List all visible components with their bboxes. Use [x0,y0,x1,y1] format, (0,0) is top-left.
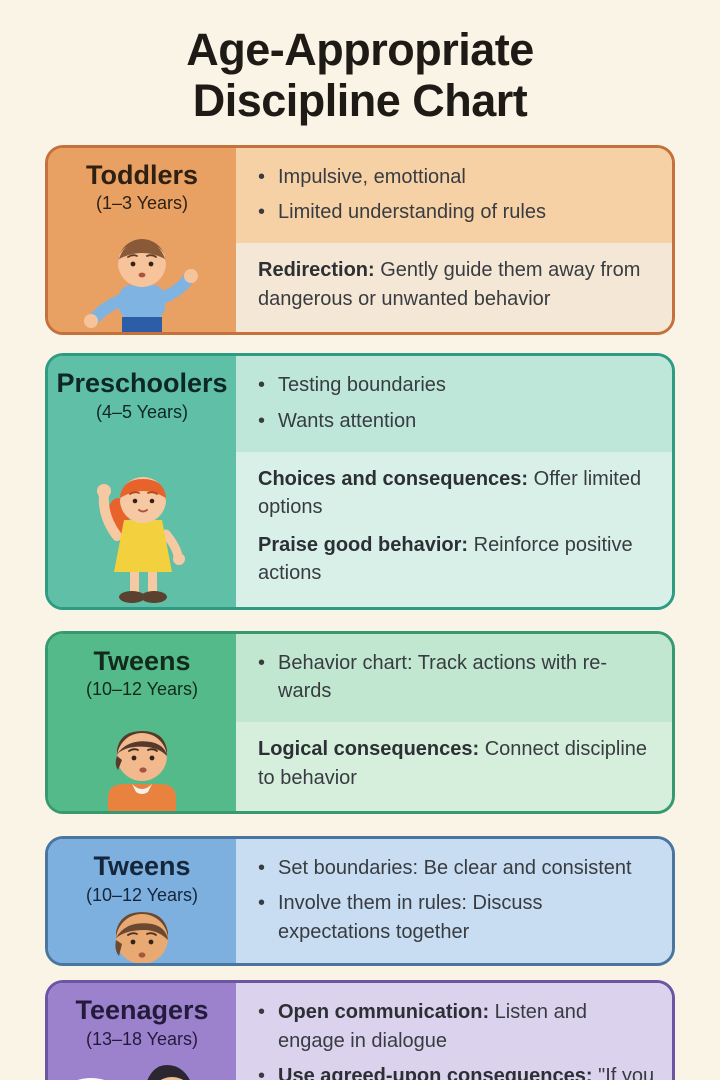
bullet-dot: • [258,892,266,915]
teen-girl-illustration [78,1065,190,1080]
traits-section: • Testing boundaries • Wants attention [236,356,672,452]
age-group-title: Preschoolers [56,368,228,399]
strategy-text: Reinforce positive actions [258,533,633,585]
age-group-title: Tweens [93,851,191,882]
age-group-card: Teenagers (13–18 Years) • Open communicat… [45,980,675,1080]
bullet-text: Wants attention [278,409,417,432]
traits-section: • Open communication: Listen and engage i… [236,983,672,1080]
strategy-section: Logical consequences: Connect discipline… [236,722,672,812]
bullet-dot: • [258,1001,266,1024]
poster-title: Age-Appropriate Discipline Chart [45,24,675,127]
strategy-text: Connect discipline to behavior [258,738,648,789]
strategy-bold-lead: Choices and consequences: [258,467,529,490]
age-group-card: Tweens (10–12 Years) • Set boundaries: Be… [45,836,675,967]
preschool-girl-illustration [97,476,185,603]
bullet-item: • Limited understanding of rules [258,198,656,226]
tween-boy-peek-illustration [115,912,168,964]
bullet-dot: • [258,200,266,223]
strategy-item: Praise good behavior: Reinforce positive… [258,531,656,588]
age-range-label: (10–12 Years) [85,884,199,905]
bullet-item: • Set boundaries: Be clear and consistent [258,854,656,882]
age-range-label: (4–5 Years) [95,401,189,422]
bullet-item: • Use agreed-upon consequences: "If you m… [258,1062,656,1080]
age-group-content: • Behavior chart: Track actions with re-w… [236,633,672,812]
bullet-text: Testing boundaries [278,374,446,397]
bullet-item: • Open communication: Listen and engage i… [258,998,656,1055]
strategy-item: Redirection: Gently guide them away from… [258,256,656,313]
age-range-label: (13–18 Years) [85,1028,199,1049]
strategy-text: Gently guide them away from dangerous or… [258,259,641,310]
age-group-label-panel: Toddlers (1–3 Years) [48,147,236,333]
age-group-content: • Testing boundaries • Wants attention Choi… [236,356,672,607]
traits-section: • Impulsive, emottional • Limited understan… [236,147,672,244]
poster-title-line1: Age-Appropriate [186,24,534,75]
bullet-dot: • [258,374,266,397]
bullet-text: Set boundaries: Be clear and consistent [278,857,632,880]
bullet-dot: • [258,165,266,188]
bullet-item: • Testing boundaries [258,371,656,399]
strategy-section: Redirection: Gently guide them away from… [236,243,672,333]
strategy-item: Choices and consequences: Offer limited … [258,465,656,522]
strategy-bold-lead: Praise good behavior: [258,533,469,556]
age-group-content: • Open communication: Listen and engage i… [236,983,672,1080]
age-group-content: • Impulsive, emottional • Limited understan… [236,147,672,333]
bullet-dot: • [258,651,266,674]
bullet-item: • Involve them in rules: Discuss expectat… [258,889,656,946]
bullet-bold-lead: Open communication: [278,1001,490,1024]
strategy-bold-lead: Redirection: [258,259,375,282]
bullet-item: • Wants attention [258,407,656,435]
age-group-label-panel: Preschoolers (4–5 Years) [48,356,236,607]
bullet-text: Behavior chart: Track actions with re-wa… [278,651,608,702]
age-group-title: Teenagers [75,995,209,1026]
traits-section: • Set boundaries: Be clear and consistent… [236,839,672,964]
bullet-item: • Behavior chart: Track actions with re-w… [258,649,656,706]
strategy-text: Offer limited options [258,467,642,519]
bullet-dot: • [258,409,266,432]
age-group-card: Tweens (10–12 Years) • Behavior chart: Tr… [45,630,675,815]
age-group-title: Tweens [93,645,191,676]
poster-title-line2: Discipline Chart [192,75,528,127]
age-group-label-panel: Teenagers (13–18 Years) [48,983,236,1080]
strategy-bold-lead: Logical consequences: [258,738,480,761]
bullet-dot: • [258,857,266,880]
tween-boy-illustration [108,731,176,812]
strategy-section: Choices and consequences: Offer limited … [236,451,672,607]
bullet-text: Impulsive, emottional [278,165,466,188]
age-group-cards: Toddlers (1–3 Years) • Impulsive, emottio… [45,144,675,1080]
age-group-title: Toddlers [85,159,198,190]
bullet-bold-lead: Use agreed-upon consequences: [278,1065,593,1080]
age-group-card: Toddlers (1–3 Years) • Impulsive, emottio… [45,144,675,336]
age-range-label: (10–12 Years) [85,679,199,700]
bullet-text: Limited understanding of rules [278,200,546,223]
toddler-boy-illustration [84,239,198,333]
bullet-text: "If you miss curfew, you lose car privil… [598,1065,655,1080]
age-range-label: (1–3 Years) [95,193,189,214]
age-group-content: • Set boundaries: Be clear and consistent… [236,839,672,964]
age-group-label-panel: Tweens (10–12 Years) [48,839,236,964]
strategy-item: Logical consequences: Connect discipline… [258,735,656,792]
bullet-text: Involve them in rules: Discuss expectati… [278,892,543,943]
age-group-label-panel: Tweens (10–12 Years) [48,633,236,812]
age-group-card: Preschoolers (4–5 Years) • Testing bounda… [45,353,675,610]
traits-section: • Behavior chart: Track actions with re-w… [236,633,672,723]
bullet-dot: • [258,1065,266,1080]
bullet-item: • Impulsive, emottional [258,163,656,191]
bullet-text: Listen and engage in dialogue [278,1001,587,1052]
